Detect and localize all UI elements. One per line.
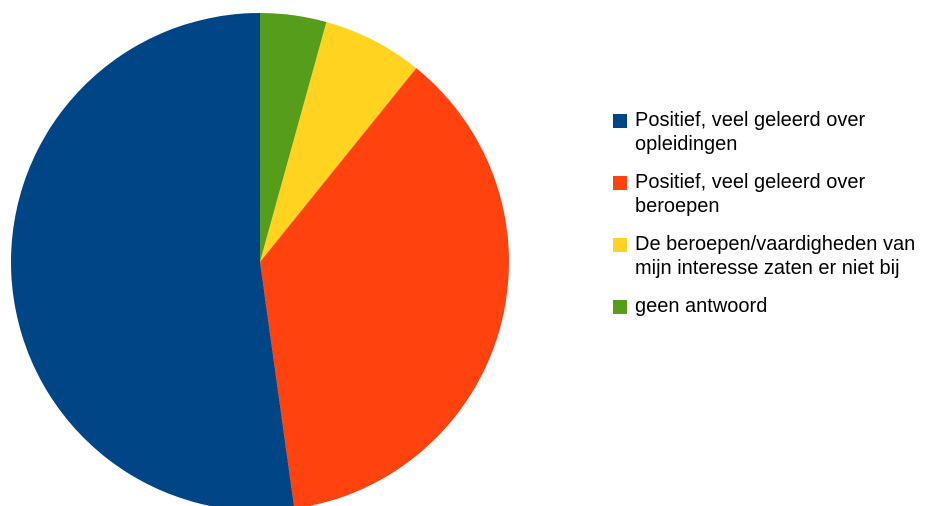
legend-swatch-beroepen (613, 176, 627, 190)
legend-item-niet-bij: De beroepen/vaardigheden van mijn intere… (613, 232, 948, 280)
legend-label-geen-antwoord: geen antwoord (635, 295, 768, 317)
legend-swatch-opleidingen (613, 114, 627, 128)
legend-label-niet-bij: De beroepen/vaardigheden van mijn intere… (635, 233, 916, 279)
legend-item-beroepen: Positief, veel geleerd over beroepen (613, 170, 948, 218)
pie-slice-positief-veel-geleerd-over-beroepen (260, 68, 509, 506)
legend-label-beroepen: Positief, veel geleerd over beroepen (635, 171, 866, 217)
chart-legend: Positief, veel geleerd over opleidingen … (613, 108, 948, 332)
legend-item-geen-antwoord: geen antwoord (613, 294, 948, 318)
legend-swatch-geen-antwoord (613, 300, 627, 314)
pie-slice-geen-antwoord (260, 13, 327, 262)
pie-slice-positief-veel-geleerd-over-opleidingen (10, 13, 294, 506)
legend-label-opleidingen: Positief, veel geleerd over opleidingen (635, 109, 866, 155)
pie-slice-de-beroepen-vaardigheden-van-mijn-intere (260, 22, 417, 263)
legend-swatch-niet-bij (613, 238, 627, 252)
legend-item-opleidingen: Positief, veel geleerd over opleidingen (613, 108, 948, 156)
